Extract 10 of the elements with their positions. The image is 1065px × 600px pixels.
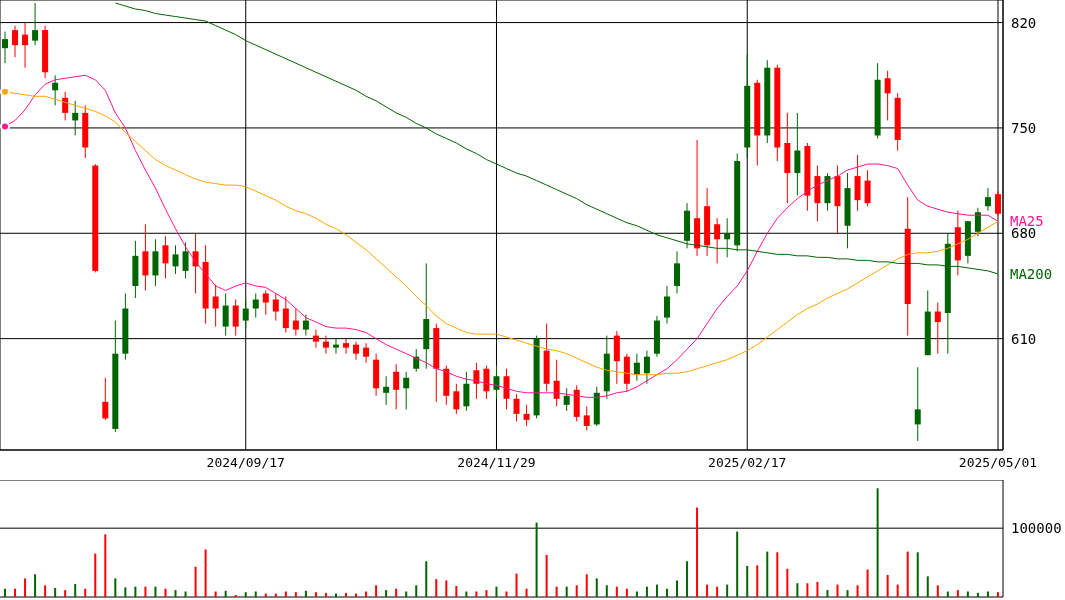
x-tick-label: 2024/11/29: [457, 455, 536, 471]
x-tick-label: 2024/09/17: [206, 455, 285, 471]
y-tick-label: 820: [1011, 14, 1037, 31]
y-tick-label: 680: [1011, 225, 1037, 242]
y-tick-label: 610: [1011, 330, 1037, 347]
y-tick-label: 100000: [1011, 520, 1062, 537]
y-tick-label: 750: [1011, 119, 1037, 136]
x-tick-label: 2025/02/17: [708, 455, 787, 471]
series-label: MA200: [1009, 265, 1053, 282]
x-tick-label: 2025/05/01: [958, 455, 1038, 471]
